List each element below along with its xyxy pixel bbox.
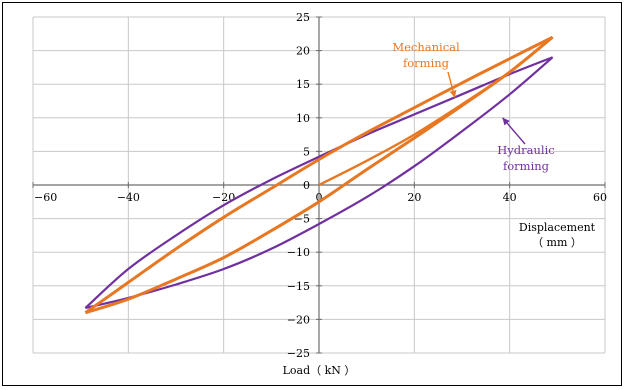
- annotation-label-line2: forming: [403, 56, 450, 70]
- x-tick-label: −20: [212, 191, 235, 204]
- y-tick-label: −20: [287, 313, 310, 326]
- series-line-mechanical-forming-upper: [84, 35, 554, 314]
- annotation-mechanical-forming: Mechanical forming: [392, 40, 460, 98]
- x-tick-label: −60: [34, 191, 57, 204]
- series-line-mechanical-forming-initial: [318, 36, 554, 187]
- y-tick-label: 15: [296, 78, 310, 91]
- y-axis-label: Load（ kN ）: [283, 364, 356, 377]
- annotation-label-line2: forming: [503, 159, 550, 173]
- x-tick-label: 20: [407, 191, 421, 204]
- plot-area: [84, 35, 554, 315]
- y-tick-label: −10: [287, 246, 310, 259]
- y-tick-label: 10: [296, 112, 310, 125]
- annotation-hydraulic-forming: Hydraulic forming: [497, 117, 555, 173]
- x-tick-label: 40: [503, 191, 517, 204]
- annotation-arrow-head: [449, 89, 457, 98]
- x-tick-label: 60: [593, 191, 607, 204]
- x-tick-label: 0: [316, 191, 323, 204]
- y-tick-label: 25: [296, 11, 310, 24]
- series-mechanical-forming: [84, 35, 554, 315]
- y-tick-label: −15: [287, 280, 310, 293]
- y-tick-label: −25: [287, 347, 310, 360]
- y-tick-label: 20: [296, 45, 310, 58]
- annotation-arrow-head: [502, 117, 510, 126]
- hysteresis-chart: −60 −40 −20 0 20 40 602520151050−5−10−15−20−25…: [32, 11, 607, 377]
- chart-frame: −60 −40 −20 0 20 40 60 25 20 15 10 5 0 −5 −10 −15 −20 −25…: [2, 2, 622, 386]
- y-tick-label: 5: [303, 145, 310, 158]
- x-axis-label-line1: Displacement: [519, 221, 596, 234]
- annotations: Mechanical forming Hydraulic forming: [392, 40, 554, 173]
- series-line-hydraulic-forming-upper: [84, 56, 553, 309]
- x-axis-label-line2: （ mm ）: [532, 236, 582, 249]
- annotation-label-line1: Hydraulic: [497, 143, 554, 157]
- annotation-label-line1: Mechanical: [392, 40, 460, 54]
- series-line-hydraulic-forming-lower: [85, 56, 554, 310]
- series-hydraulic-forming: [84, 56, 554, 310]
- y-tick-label: 0: [303, 179, 310, 192]
- x-tick-label: −40: [117, 191, 140, 204]
